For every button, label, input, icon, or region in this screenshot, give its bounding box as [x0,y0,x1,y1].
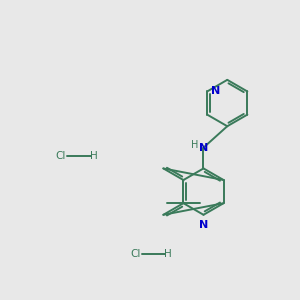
Text: Cl: Cl [56,151,66,161]
Text: H: H [191,140,199,150]
Text: N: N [199,142,208,153]
Text: N: N [199,220,208,230]
Text: H: H [90,151,98,161]
Text: Cl: Cl [130,249,140,259]
Text: H: H [164,249,172,259]
Text: N: N [211,86,220,96]
